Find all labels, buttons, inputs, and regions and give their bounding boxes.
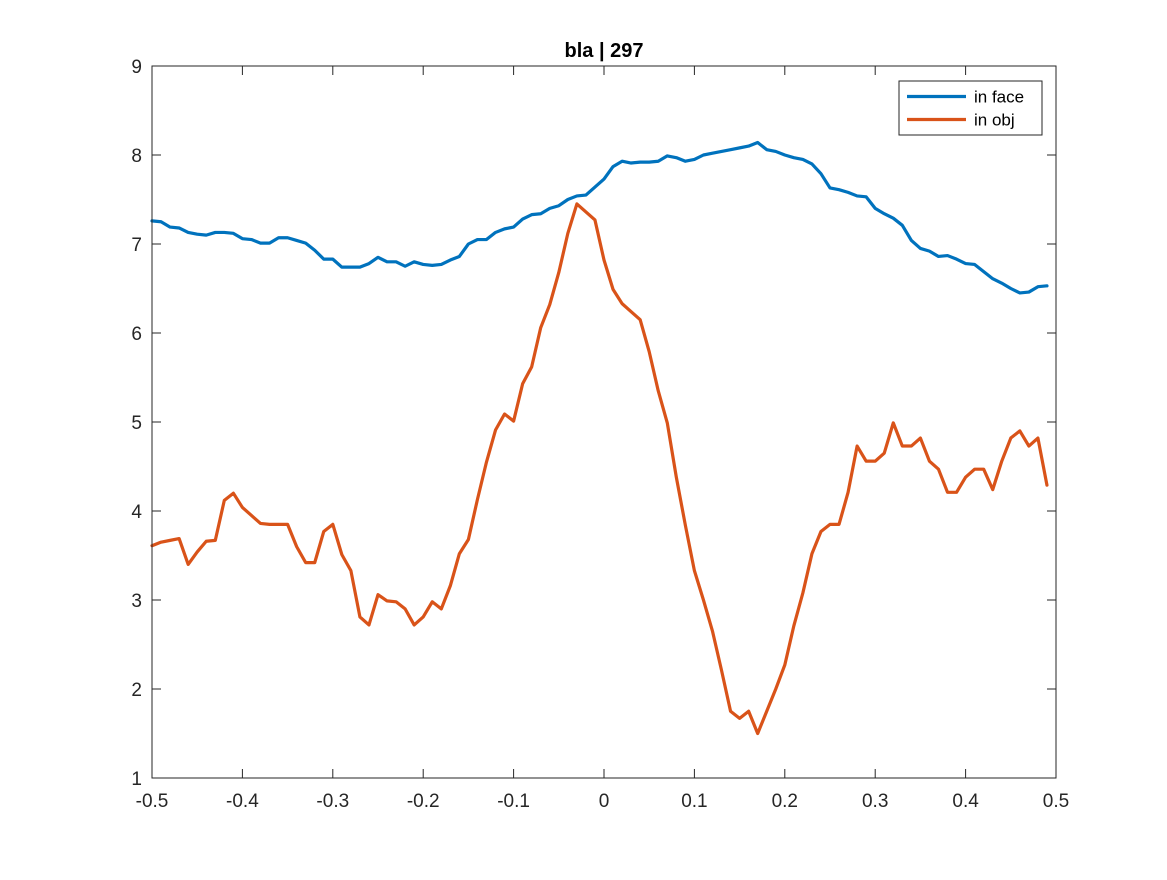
y-tick-label: 9 [131, 57, 142, 78]
x-tick-label: -0.4 [226, 791, 259, 812]
x-tick-label: -0.3 [316, 791, 349, 812]
y-tick-label: 6 [131, 324, 142, 345]
legend-label-1: in face [974, 88, 1024, 107]
axes-layer: -0.5 -0.4 -0.3 -0.2 -0.1 0 0.1 0.2 0.3 0.4 0.5 1 2 3 4… [131, 57, 1069, 812]
legend-label-2: in obj [974, 111, 1015, 130]
y-tick-label: 1 [131, 769, 142, 790]
x-tick-label: 0 [599, 791, 610, 812]
y-tick-label: 2 [131, 680, 142, 701]
series-line-1 [150, 140, 1049, 295]
y-tick-label: 7 [131, 235, 142, 256]
x-tick-label: 0.5 [1043, 791, 1069, 812]
x-tick-label: 0.4 [952, 791, 979, 812]
x-tick-label: 0.1 [681, 791, 707, 812]
plot-area [152, 66, 1056, 778]
legend-box [898, 80, 1043, 136]
y-tick-label: 5 [131, 413, 142, 434]
x-tick-label: -0.5 [136, 791, 169, 812]
y-tick-label: 4 [131, 502, 142, 523]
x-tick-label: 0.2 [772, 791, 798, 812]
x-tick-label: -0.1 [497, 791, 530, 812]
x-tick-label: 0.3 [862, 791, 888, 812]
x-tick-label: -0.2 [407, 791, 440, 812]
y-tick-label: 3 [131, 591, 142, 612]
series-line-2 [150, 202, 1049, 736]
legend: in face in obj [898, 80, 1043, 136]
series-layer [150, 140, 1049, 736]
chart-title: bla | 297 [565, 40, 644, 62]
y-tick-label: 8 [131, 146, 142, 167]
